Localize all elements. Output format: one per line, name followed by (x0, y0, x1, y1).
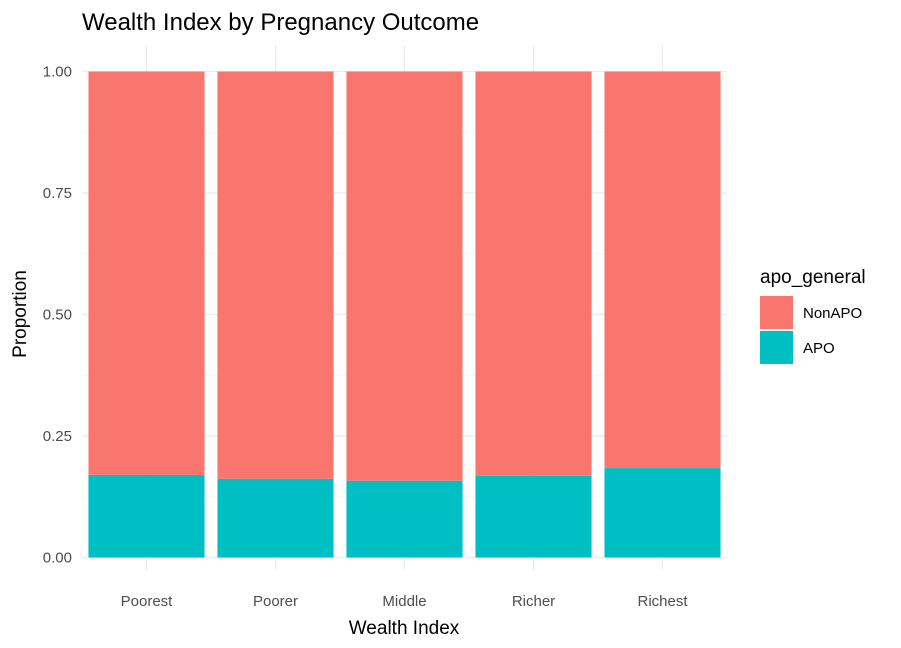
bars (88, 71, 721, 558)
bar-apo-richer (475, 475, 592, 558)
bar-nonapo-richer (475, 71, 592, 476)
y-tick-label: 0.25 (43, 428, 72, 445)
legend-key-nonapo (760, 296, 793, 329)
x-tick-label: Richer (512, 593, 555, 610)
y-axis-ticks: 0.00 0.25 0.50 0.75 1.00 (43, 64, 72, 567)
bar-apo-poorest (88, 474, 205, 558)
bar-nonapo-richest (604, 71, 721, 469)
y-tick-label: 0.00 (43, 550, 72, 567)
bar-apo-middle (346, 480, 463, 558)
bar-apo-richest (604, 468, 721, 558)
x-tick-label: Middle (382, 593, 426, 610)
x-tick-label: Richest (637, 593, 688, 610)
bar-apo-poorer (217, 478, 334, 558)
x-tick-label: Poorest (121, 593, 174, 610)
bar-nonapo-poorest (88, 71, 205, 475)
x-axis-ticks: Poorest Poorer Middle Richer Richest (121, 593, 689, 610)
chart-title: Wealth Index by Pregnancy Outcome (82, 9, 479, 36)
y-tick-label: 0.50 (43, 307, 72, 324)
legend: apo_general NonAPO APO (760, 267, 866, 364)
y-tick-label: 0.75 (43, 185, 72, 202)
bar-nonapo-poorer (217, 71, 334, 479)
legend-label-nonapo: NonAPO (803, 305, 862, 322)
x-axis-title: Wealth Index (349, 618, 460, 639)
legend-title: apo_general (760, 267, 866, 288)
legend-key-apo (760, 331, 793, 364)
bar-nonapo-middle (346, 71, 463, 481)
y-tick-label: 1.00 (43, 64, 72, 81)
legend-label-apo: APO (803, 340, 835, 357)
x-tick-label: Poorer (253, 593, 298, 610)
y-axis-title: Proportion (10, 270, 31, 358)
